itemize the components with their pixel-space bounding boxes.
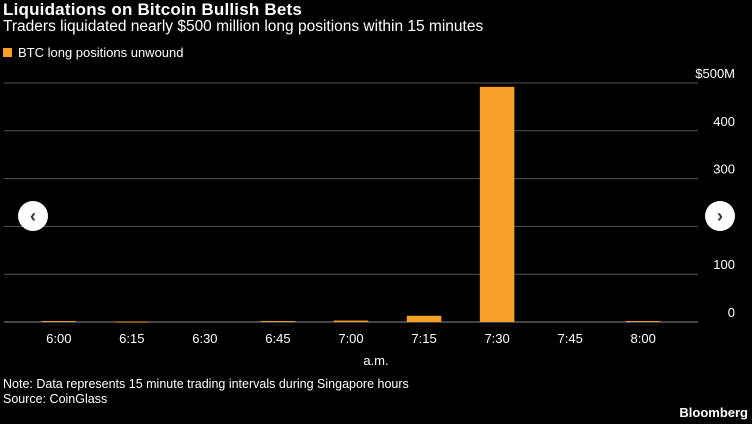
next-chart-button[interactable]: ›	[705, 201, 735, 231]
chart-source: Source: CoinGlass	[3, 392, 108, 406]
bloomberg-logo: Bloomberg	[679, 405, 748, 420]
x-tick-label: 6:15	[119, 331, 144, 346]
bar	[479, 86, 515, 322]
previous-chart-button[interactable]: ‹	[18, 201, 48, 231]
y-tick-label: 100	[713, 257, 735, 272]
x-tick-label: 6:30	[192, 331, 217, 346]
y-tick-label: 400	[713, 114, 735, 129]
legend-swatch	[3, 48, 12, 57]
x-tick-label: 7:45	[558, 331, 583, 346]
x-tick-label: 6:00	[46, 331, 71, 346]
chart-title: Liquidations on Bitcoin Bullish Bets	[3, 0, 303, 19]
bar	[406, 315, 442, 322]
bar	[333, 320, 369, 322]
legend-label: BTC long positions unwound	[18, 45, 184, 60]
legend: BTC long positions unwound	[3, 45, 184, 60]
y-tick-label: $500M	[695, 66, 735, 81]
x-tick-label: 7:15	[411, 331, 436, 346]
bar	[625, 321, 661, 323]
x-tick-label: 7:30	[484, 331, 509, 346]
x-tick-label: 7:00	[338, 331, 363, 346]
chart-subtitle: Traders liquidated nearly $500 million l…	[3, 18, 484, 35]
x-tick-label: 8:00	[631, 331, 656, 346]
bar	[114, 321, 150, 323]
x-axis-label: a.m.	[363, 353, 388, 368]
chart-note: Note: Data represents 15 minute trading …	[3, 377, 409, 391]
bar	[41, 321, 77, 323]
y-tick-label: 300	[713, 162, 735, 177]
chevron-right-icon: ›	[717, 206, 723, 226]
x-tick-label: 6:45	[265, 331, 290, 346]
y-tick-label: 0	[728, 305, 735, 320]
chevron-left-icon: ‹	[30, 206, 36, 226]
bar	[260, 321, 296, 323]
